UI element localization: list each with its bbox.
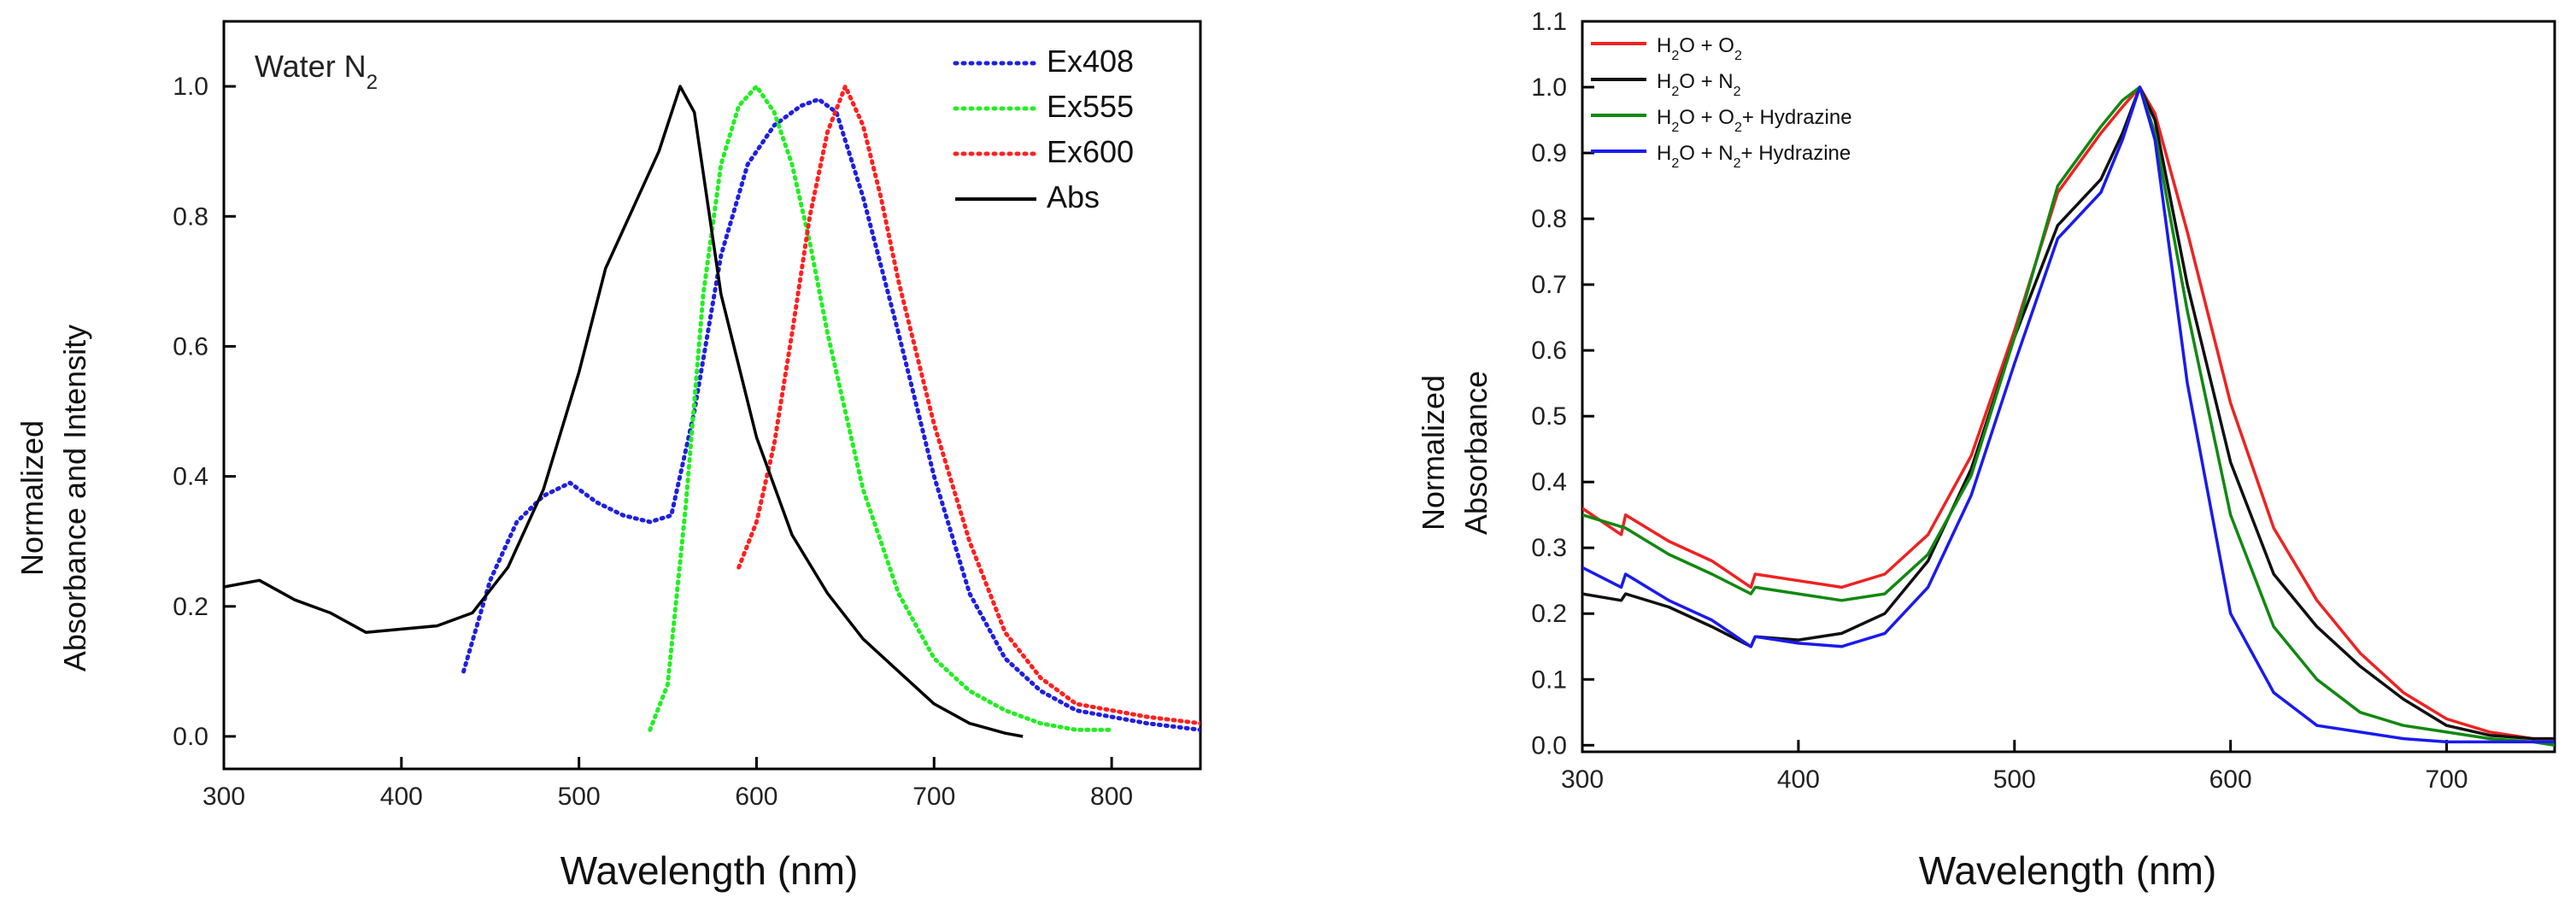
- left-x-tick-label: 800: [1090, 783, 1133, 811]
- left-legend-label: Ex600: [1047, 134, 1134, 169]
- right-y-tick-label: 0.9: [1531, 139, 1567, 167]
- right-chart-series: [1582, 85, 2555, 748]
- left-x-axis-title: Wavelength (nm): [560, 848, 859, 893]
- right-series-line-h2o-n2: [1582, 85, 2555, 741]
- left-x-tick-label: 400: [380, 783, 423, 811]
- left-legend: Ex408 Ex555 Ex600 Abs: [953, 44, 1134, 214]
- left-y-tick-label: 0.2: [173, 593, 208, 621]
- right-series-line-h2o-n2-hydrazine: [1582, 85, 2555, 744]
- left-series-line-ex408: [461, 97, 1200, 732]
- right-y-tick-label: 0.7: [1531, 271, 1567, 299]
- left-y-tick-label: 0.4: [173, 463, 208, 491]
- left-x-tick-label: 700: [912, 783, 955, 811]
- right-x-tick-label: 300: [1561, 765, 1604, 794]
- left-y-tick-label: 0.0: [173, 723, 208, 751]
- left-series-line-abs: [224, 85, 1024, 738]
- left-y-axis-title-line1: Normalized: [15, 420, 50, 576]
- right-series-line-h2o-o2-hydrazine: [1582, 85, 2555, 748]
- right-y-tick-label: 0.0: [1531, 731, 1567, 759]
- left-chart: 300 400 500 600 700 800 0.0 0.2 0.4 0.6 0.8 1.0 Wat…: [15, 20, 1202, 893]
- right-y-tick-label: 1.0: [1531, 73, 1567, 102]
- right-y-tick-label: 0.2: [1531, 600, 1567, 628]
- right-y-axis-title-line2: Absorbance: [1458, 371, 1493, 535]
- right-y-tick-label: 0.1: [1531, 666, 1567, 694]
- right-chart: 300 400 500 600 700 0.0 0.1 0.2 0.3 0.4 0.5 0.6 0.7 0…: [1416, 8, 2556, 893]
- right-series-line-h2o-o2: [1582, 85, 2555, 741]
- right-y-tick-label: 0.6: [1531, 337, 1567, 365]
- left-series-line-ex600: [736, 84, 1200, 726]
- right-y-tick-label: 0.3: [1531, 534, 1567, 562]
- right-legend-label: H2O + N2+ Hydrazine: [1657, 142, 1851, 171]
- left-series-line-ex555: [648, 84, 1114, 732]
- right-legend-label: H2O + O2+ Hydrazine: [1657, 106, 1852, 135]
- right-x-axis-title: Wavelength (nm): [1919, 848, 2217, 893]
- right-x-tick-label: 600: [2209, 765, 2252, 794]
- left-legend-label: Abs: [1047, 179, 1100, 214]
- right-y-tick-label: 0.8: [1531, 205, 1567, 233]
- left-y-tick-label: 0.8: [173, 202, 208, 231]
- left-x-tick-label: 600: [735, 783, 777, 811]
- right-x-tick-label: 400: [1777, 765, 1820, 794]
- left-legend-label: Ex555: [1047, 89, 1134, 124]
- right-y-axis-title-line1: Normalized: [1416, 375, 1451, 531]
- left-annotation: Water N2: [255, 49, 378, 94]
- right-legend: H2O + O2 H2O + N2 H2O + O2+ Hydrazine H2O +…: [1591, 34, 1852, 171]
- left-y-tick-label: 0.6: [173, 332, 208, 361]
- left-legend-label: Ex408: [1047, 44, 1134, 79]
- left-chart-series: [224, 84, 1200, 738]
- right-plot-frame: [1581, 20, 2556, 754]
- left-chart-axes: 300 400 500 600 700 800 0.0 0.2 0.4 0.6 0.8 1.0: [173, 20, 1202, 811]
- right-x-tick-label: 500: [1993, 765, 2036, 794]
- right-y-tick-label: 0.4: [1531, 468, 1567, 496]
- left-x-tick-label: 300: [202, 783, 245, 811]
- right-y-tick-label: 1.1: [1531, 8, 1567, 36]
- right-legend-label: H2O + O2: [1657, 34, 1742, 63]
- right-x-tick-label: 700: [2426, 765, 2468, 794]
- left-plot-frame: [222, 20, 1202, 771]
- left-y-axis-title-line2: Absorbance and Intensity: [57, 325, 92, 671]
- left-x-tick-label: 500: [558, 783, 601, 811]
- right-legend-label: H2O + N2: [1657, 70, 1741, 99]
- right-chart-axes: 300 400 500 600 700 0.0 0.1 0.2 0.3 0.4 0.5 0.6 0.7 0…: [1531, 8, 2556, 794]
- left-y-tick-label: 1.0: [173, 73, 208, 101]
- right-y-tick-label: 0.5: [1531, 402, 1567, 431]
